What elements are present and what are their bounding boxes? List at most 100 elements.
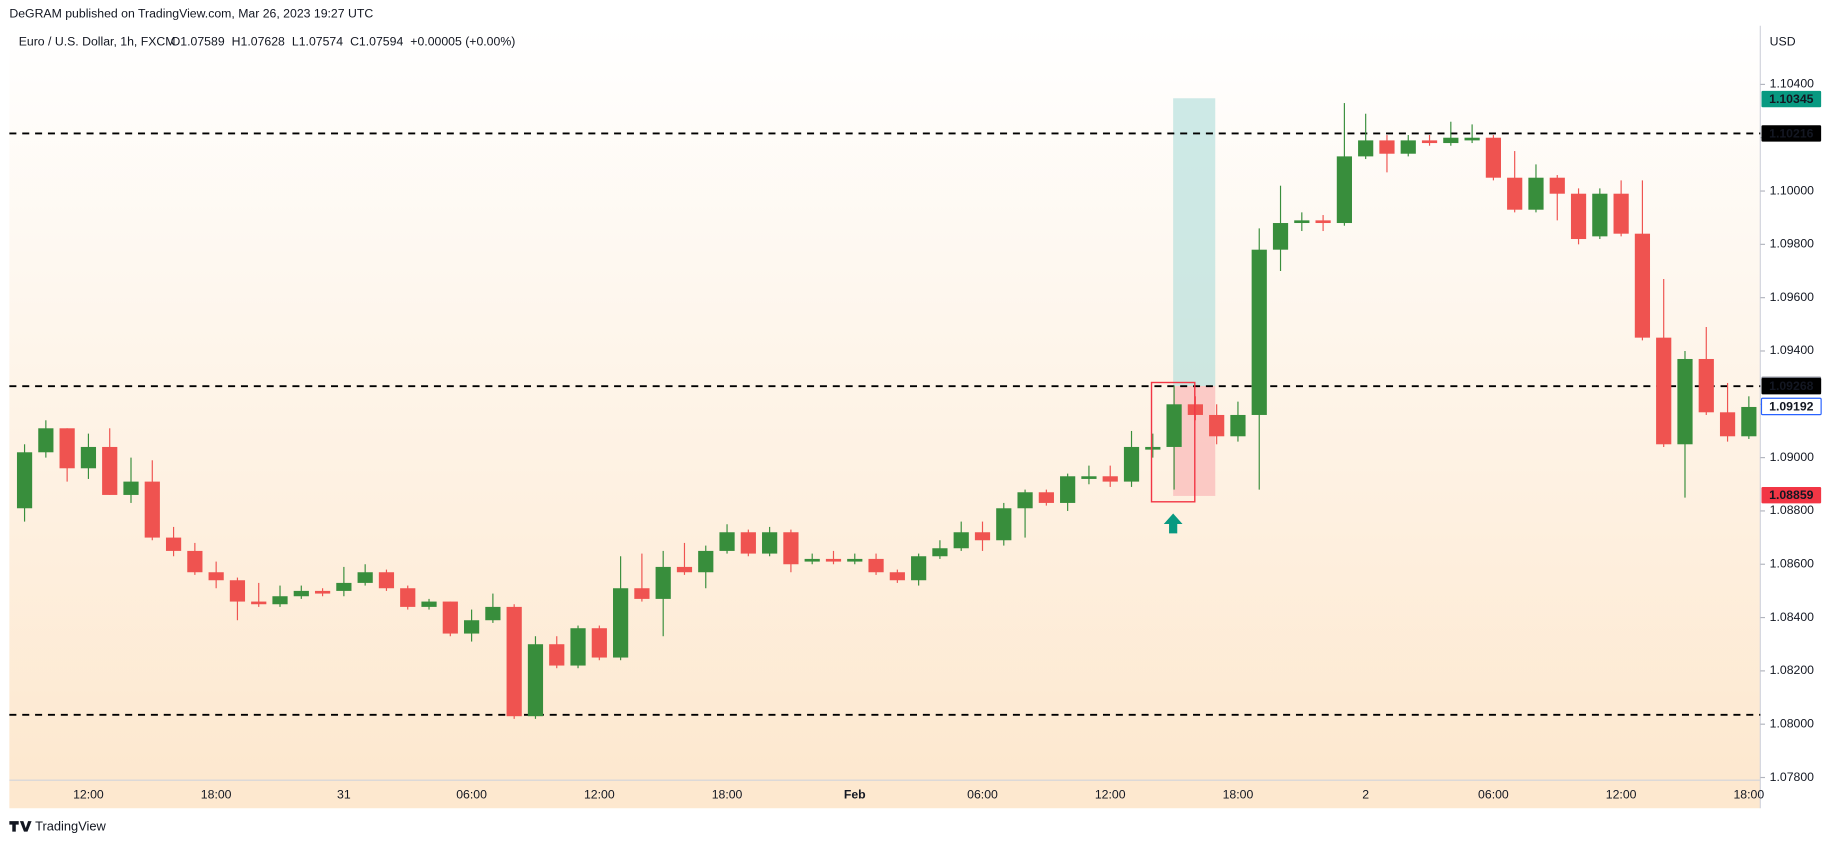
price-tags: 1.103451.102161.092731.092681.091921.088…: [1760, 90, 1822, 504]
up-arrow: [1163, 513, 1183, 534]
x-tick-label: 06:00: [456, 788, 487, 802]
candle-body: [1464, 137, 1480, 141]
ohlc-value: L1.07574: [292, 34, 343, 48]
candle-body: [1060, 476, 1076, 503]
levels: [9, 132, 1761, 716]
footer-logo: TradingView: [9, 818, 107, 833]
candle-body: [549, 644, 565, 666]
candle-body: [229, 580, 246, 602]
candles: [16, 103, 1757, 719]
x-tick-label: 2: [1362, 788, 1369, 802]
candle-body: [1017, 492, 1033, 509]
price-tag: [1761, 90, 1822, 108]
logo-icon: [9, 821, 32, 832]
candle-body: [1485, 137, 1502, 178]
y-tick-label: 1.09000: [1770, 450, 1815, 464]
footer-text: TradingView: [35, 818, 106, 833]
plot-bg: [9, 25, 1761, 781]
candle-body: [1272, 223, 1289, 250]
y-tick-label: 1.10400: [1770, 77, 1815, 91]
candle-body: [613, 588, 629, 658]
candle-body: [336, 582, 352, 591]
candle-body: [1358, 140, 1374, 157]
candle-body: [676, 566, 693, 573]
price-tag: [1760, 397, 1822, 416]
candle-body: [463, 620, 480, 634]
price-tag: [1761, 377, 1822, 395]
ohlc-value: O1.07589: [171, 34, 225, 48]
y-tick-label: 1.09800: [1770, 237, 1815, 251]
candle-body: [1698, 358, 1714, 413]
x-tick-label: 18:00: [201, 788, 232, 802]
candle-body: [1294, 220, 1310, 224]
candle-body: [1421, 140, 1438, 144]
y-tick-label: 1.07800: [1770, 770, 1815, 784]
candle-body: [16, 452, 33, 509]
y-axis: 1.104001.102001.100001.098001.096001.094…: [1760, 77, 1814, 784]
candle-body: [762, 532, 778, 554]
price-tag-label: 1.09268: [1769, 379, 1814, 393]
candle-body: [974, 532, 991, 541]
x-tick-label: 12:00: [584, 788, 615, 802]
candle-body: [996, 508, 1012, 541]
candle-body: [698, 550, 714, 573]
candle-body: [1570, 193, 1587, 240]
candle-body: [208, 572, 224, 581]
price-tag: [1761, 487, 1822, 504]
y-tick-label: 1.08000: [1770, 716, 1815, 730]
candle-body: [1315, 220, 1331, 224]
x-tick-label: 12:00: [1095, 788, 1126, 802]
x-tick-label: 31: [337, 788, 351, 802]
candle-body: [442, 601, 458, 634]
ohlc-value: C1.07594: [350, 34, 403, 48]
highlight-box: [1150, 381, 1196, 503]
x-tick-label: 18:00: [712, 788, 743, 802]
candle-body: [1549, 177, 1565, 194]
candle-body: [1081, 476, 1097, 479]
candle-body: [783, 532, 799, 565]
candle-body: [293, 590, 309, 597]
x-tick-label: 06:00: [1478, 788, 1509, 802]
candle-body: [1251, 249, 1267, 415]
candle-body: [1592, 193, 1608, 237]
candle-body: [570, 628, 586, 666]
candle-body: [591, 628, 607, 658]
candle-body: [1507, 177, 1523, 210]
candle-body: [655, 566, 671, 599]
candle-body: [123, 481, 139, 495]
x-axis: 12:00 18:00 31 06:00 12:00 18:00 Feb 06:00 12:00…: [73, 788, 1764, 802]
candle-body: [251, 601, 267, 605]
candle-body: [1677, 358, 1693, 445]
y-tick-label: 1.08200: [1770, 663, 1815, 677]
candle-body: [1230, 414, 1246, 437]
candle-body: [1336, 156, 1352, 224]
candle-body: [38, 428, 54, 453]
candle-body: [102, 446, 118, 495]
time-axis-bg: [9, 780, 1761, 809]
candle-body: [378, 572, 395, 589]
legend: Euro / U.S. Dollar, 1h, FXCM O1.07589 H1.…: [19, 34, 516, 48]
price-tag-label: 1.10345: [1769, 92, 1814, 106]
candle-body: [59, 428, 75, 469]
currency: USD: [1770, 34, 1796, 48]
x-tick-label: 06:00: [967, 788, 998, 802]
candle-body: [1209, 414, 1225, 437]
candle-body: [804, 558, 820, 562]
y-tick-label: 1.09400: [1770, 343, 1815, 357]
ohlc-value: H1.07628: [232, 34, 285, 48]
candle-body: [1400, 140, 1416, 154]
candle-body: [1123, 446, 1140, 482]
candle-body: [1038, 492, 1054, 503]
candle-body: [1656, 337, 1672, 445]
ohlc-value: +0.00005 (+0.00%): [410, 34, 515, 48]
x-tick-label: 18:00: [1223, 788, 1254, 802]
price-tag-label: 1.08859: [1769, 488, 1814, 502]
candle-body: [1634, 233, 1651, 338]
candle-body: [1145, 446, 1161, 450]
candle-body: [932, 548, 948, 557]
candle-body: [825, 558, 842, 562]
candle-body: [400, 588, 416, 607]
candle-body: [911, 556, 927, 581]
candle-body: [889, 572, 905, 581]
